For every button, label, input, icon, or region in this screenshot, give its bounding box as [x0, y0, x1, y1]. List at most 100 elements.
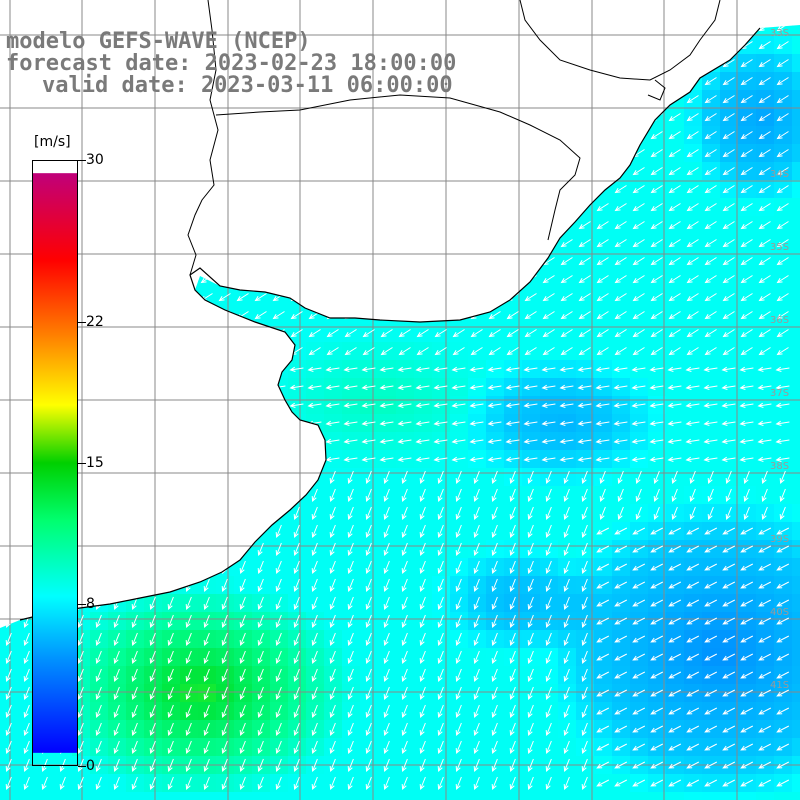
- wind-arrow: [437, 740, 444, 755]
- speed-cell: [324, 234, 343, 253]
- wind-arrow: [704, 131, 717, 140]
- speed-cell: [792, 504, 800, 523]
- speed-cell: [252, 180, 271, 199]
- wind-arrow: [650, 689, 664, 697]
- wind-arrow: [398, 185, 411, 194]
- speed-cell: [90, 270, 109, 289]
- wind-arrow: [595, 366, 610, 372]
- wind-arrow: [203, 722, 210, 737]
- speed-cell: [450, 198, 469, 217]
- wind-arrow: [776, 635, 790, 643]
- wind-arrow: [649, 420, 664, 426]
- wind-arrow: [401, 776, 408, 791]
- wind-arrow: [110, 239, 123, 248]
- wind-arrow: [113, 686, 120, 701]
- wind-arrow: [722, 545, 736, 553]
- wind-arrow: [581, 524, 588, 539]
- wind-arrow: [20, 185, 33, 194]
- wind-arrow: [650, 239, 663, 248]
- wind-arrow: [686, 329, 699, 338]
- speed-cell: [90, 108, 109, 127]
- wind-arrow: [472, 6, 483, 13]
- wind-arrow: [506, 149, 519, 158]
- wind-arrow: [218, 275, 231, 284]
- speed-cell: [144, 144, 163, 163]
- wind-arrow: [758, 293, 771, 302]
- wind-arrow: [182, 203, 195, 212]
- wind-arrow: [329, 650, 336, 665]
- wind-arrow: [740, 203, 753, 212]
- wind-arrow: [308, 329, 321, 338]
- wind-arrow: [722, 293, 735, 302]
- speed-cell: [108, 180, 127, 199]
- latitude-label: 33S: [770, 28, 789, 39]
- wind-arrow: [311, 686, 318, 701]
- wind-arrow: [131, 686, 138, 701]
- wind-arrow: [416, 185, 429, 194]
- wind-arrow: [257, 668, 264, 683]
- wind-arrow: [470, 149, 483, 158]
- wind-arrow: [236, 149, 249, 158]
- speed-cell: [108, 288, 127, 307]
- wind-arrow: [254, 113, 267, 122]
- wind-arrow: [434, 239, 447, 248]
- speed-cell: [792, 144, 800, 163]
- wind-arrow: [437, 722, 444, 737]
- wind-arrow: [581, 596, 588, 611]
- wind-arrow: [433, 366, 448, 372]
- speed-cell: [306, 432, 325, 451]
- speed-cell: [126, 540, 145, 559]
- wind-arrow: [506, 257, 519, 266]
- wind-arrow: [347, 542, 354, 557]
- wind-arrow: [217, 420, 232, 426]
- speed-cell: [360, 288, 379, 307]
- wind-arrow: [704, 635, 718, 643]
- wind-arrow: [488, 311, 501, 320]
- wind-arrow: [704, 203, 717, 212]
- wind-arrow: [131, 524, 138, 539]
- wind-arrow: [560, 203, 573, 212]
- wind-arrow: [20, 347, 33, 356]
- wind-arrow: [560, 329, 573, 338]
- speed-cell: [684, 54, 703, 73]
- wind-arrow: [581, 758, 588, 773]
- wind-arrow: [739, 438, 754, 444]
- wind-arrow: [545, 542, 552, 557]
- wind-arrow: [724, 6, 735, 13]
- wind-arrow: [563, 560, 570, 575]
- wind-arrow: [650, 293, 663, 302]
- wind-arrow: [704, 221, 717, 230]
- speed-cell: [792, 522, 800, 541]
- speed-cell: [0, 594, 19, 613]
- wind-arrow: [181, 402, 196, 408]
- wind-arrow: [632, 131, 645, 140]
- wind-arrow: [506, 329, 519, 338]
- wind-arrow: [596, 95, 609, 104]
- speed-cell: [234, 252, 253, 271]
- wind-arrow: [506, 131, 519, 140]
- wind-arrow: [293, 596, 300, 611]
- wind-arrow: [545, 596, 552, 611]
- speed-cell: [360, 0, 379, 19]
- wind-arrow: [509, 686, 516, 701]
- speed-cell: [72, 792, 91, 800]
- wind-arrow: [527, 524, 534, 539]
- speed-cell: [180, 108, 199, 127]
- wind-arrow: [127, 366, 142, 372]
- wind-arrow: [308, 149, 321, 158]
- wind-arrow: [365, 524, 372, 539]
- speed-cell: [0, 306, 19, 325]
- wind-arrow: [668, 563, 682, 571]
- speed-cell: [666, 72, 685, 91]
- wind-arrow: [653, 488, 660, 503]
- wind-arrow: [274, 6, 285, 13]
- wind-arrow: [631, 438, 646, 444]
- wind-arrow: [293, 722, 300, 737]
- speed-cell: [792, 270, 800, 289]
- speed-cell: [162, 288, 181, 307]
- wind-arrow: [146, 275, 159, 284]
- wind-arrow: [617, 488, 624, 503]
- wind-arrow: [23, 542, 30, 557]
- wind-arrow: [383, 668, 390, 683]
- wind-arrow: [164, 167, 177, 176]
